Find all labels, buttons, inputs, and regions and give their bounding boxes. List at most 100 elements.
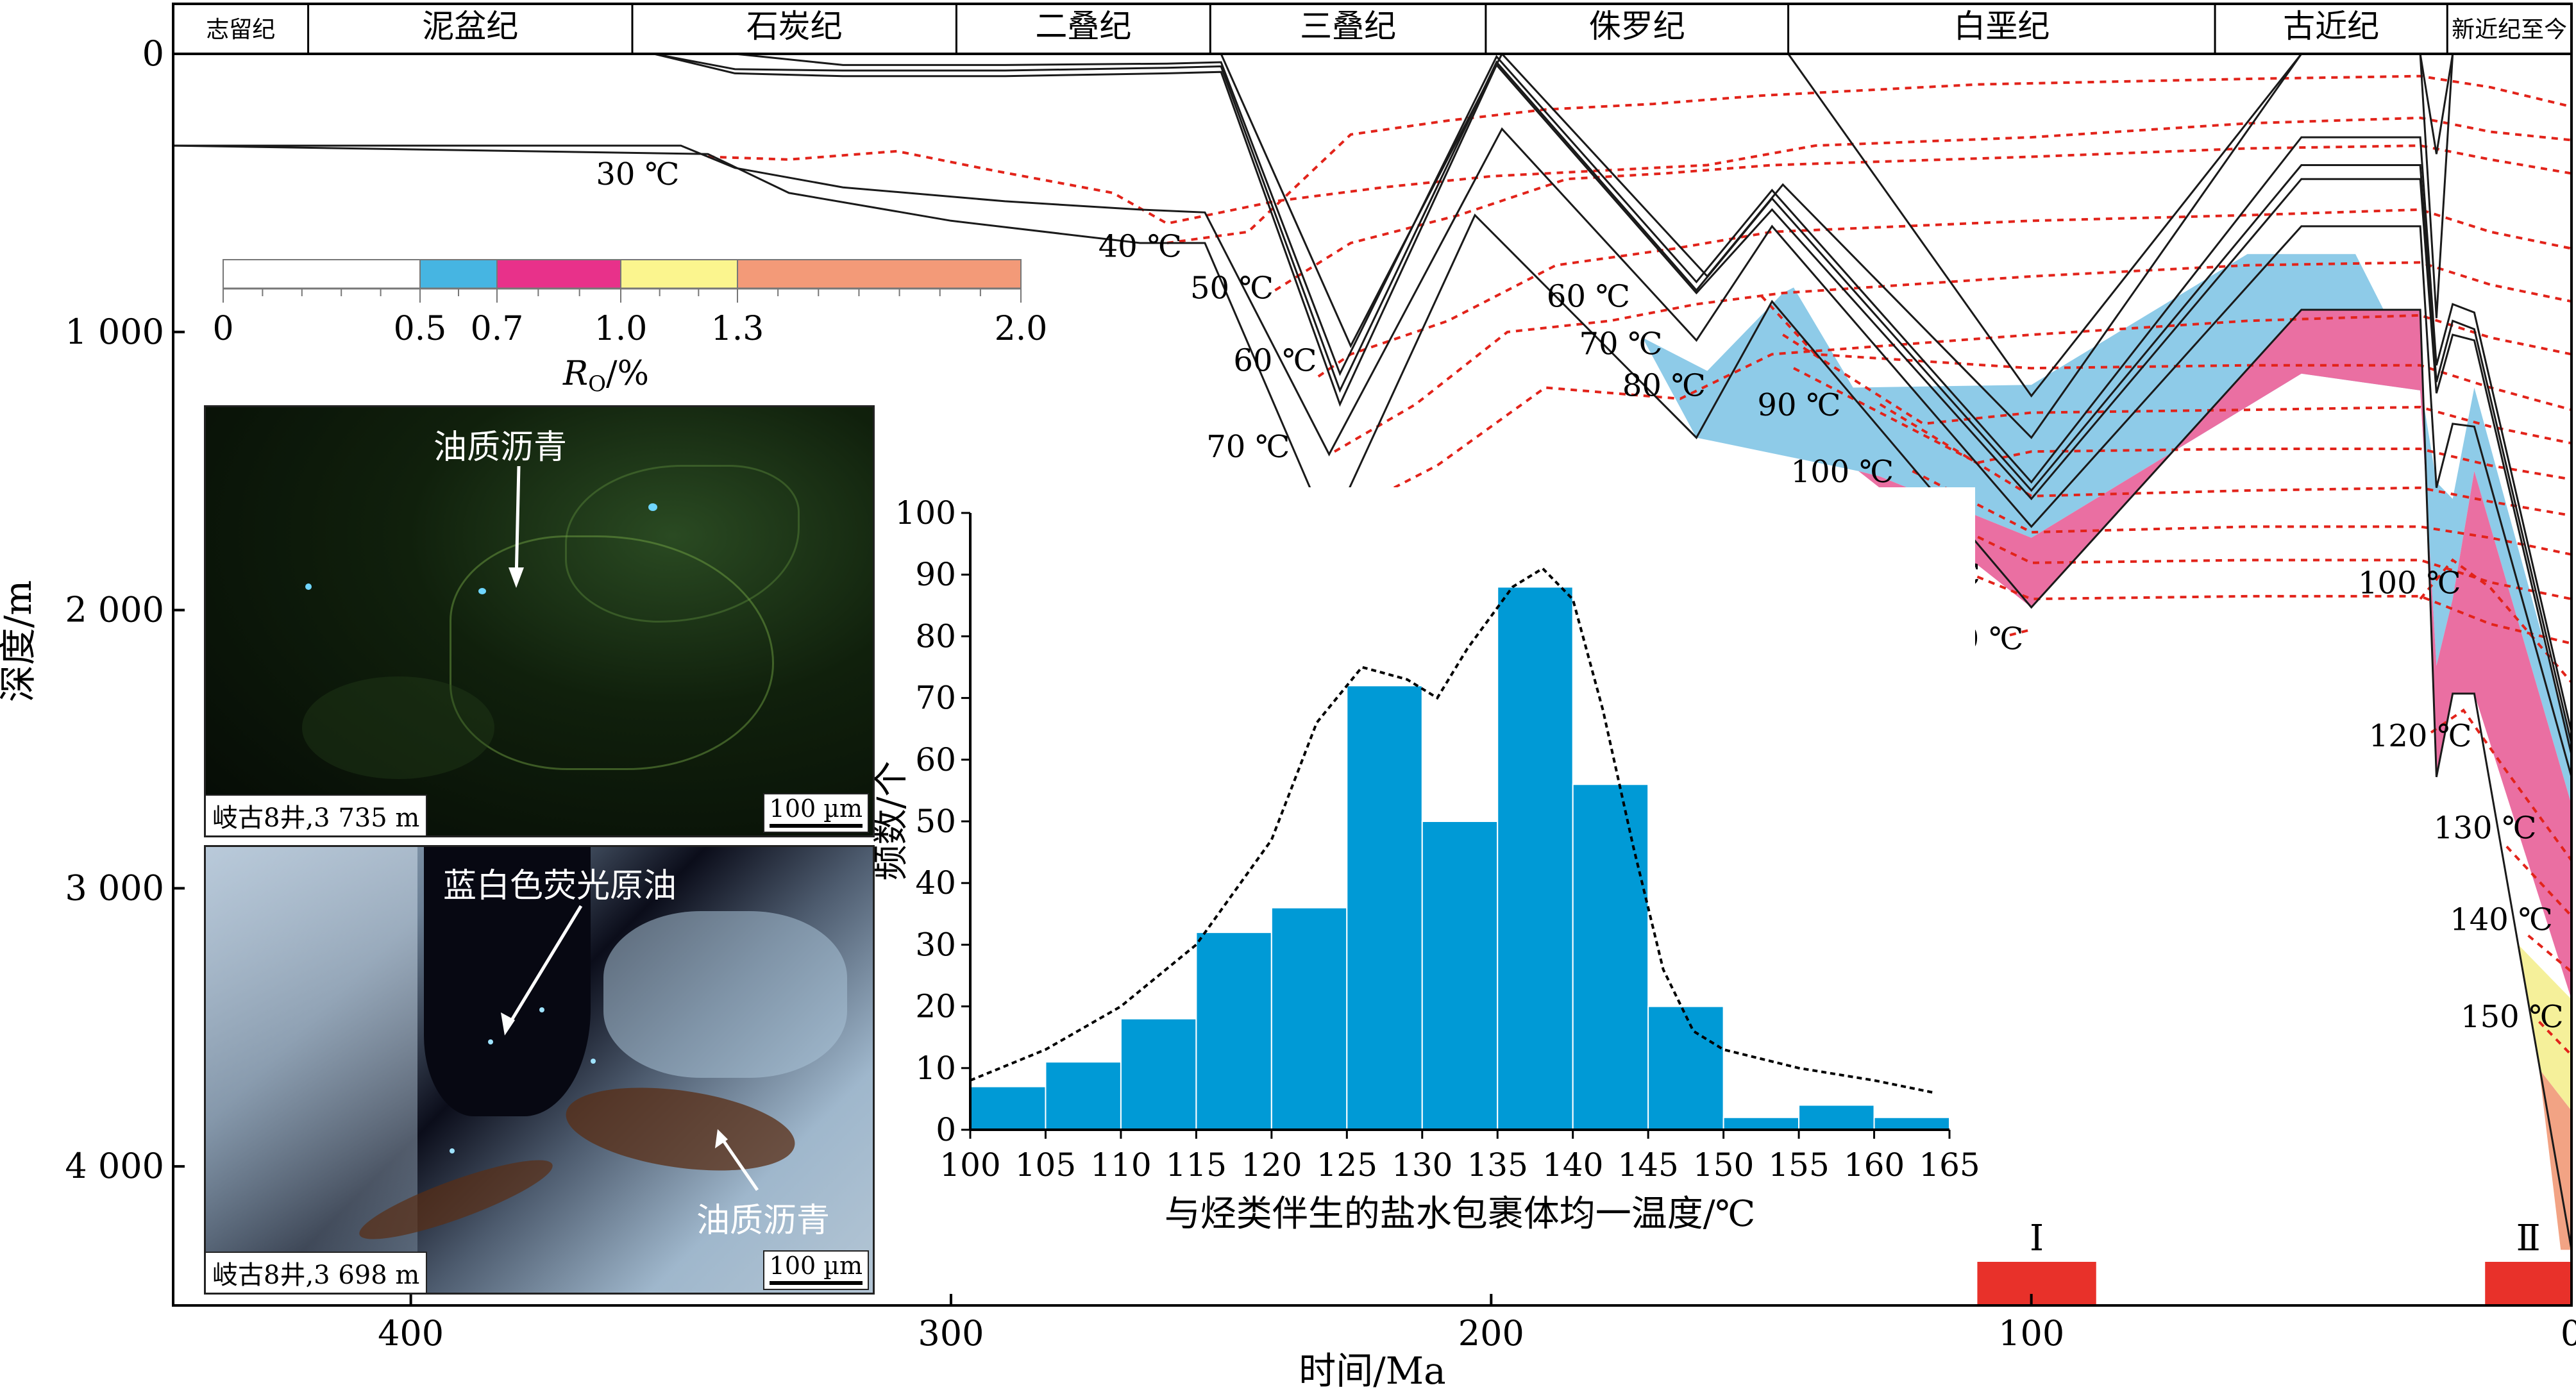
y-tick-label: 4 000 [65, 1146, 164, 1186]
histogram-bar-12 [1873, 1116, 1951, 1131]
isotherm-label: 90 ℃ [1757, 387, 1840, 423]
histogram-y-tick: 40 [915, 864, 956, 901]
burial-curve-0 [173, 144, 2573, 1250]
event-label: Ⅱ [2516, 1218, 2541, 1259]
isotherm-14 [2419, 558, 2573, 683]
histogram-bar-4 [1270, 907, 1348, 1131]
y-tick-label: 2 000 [65, 590, 164, 630]
isotherm-4 [1333, 261, 2572, 453]
ro-tick-label: 0 [212, 310, 233, 348]
isotherm-17 [2527, 934, 2573, 973]
isotherm-label: 120 ℃ [2369, 718, 2472, 754]
period-label: 三叠纪 [1300, 8, 1396, 45]
x-tick-label: 100 [1998, 1313, 2064, 1354]
event-label: Ⅰ [2030, 1218, 2044, 1259]
isotherm-16 [2505, 845, 2573, 918]
ro-segment-2 [496, 259, 621, 289]
ro-tick-label: 0.5 [394, 310, 447, 348]
histogram-x-label: 与烃类伴生的盐水包裹体均一温度/℃ [1165, 1193, 1756, 1235]
histogram-x-tick: 115 [1166, 1146, 1227, 1184]
histogram-bar-7 [1497, 586, 1574, 1130]
isotherm-6 [1760, 295, 2572, 412]
x-axis-label: 时间/Ma [1299, 1349, 1446, 1392]
histogram-x-tick: 100 [939, 1146, 1000, 1184]
isotherm-label: 50 ℃ [1190, 271, 1274, 306]
histogram-x-tick: 145 [1617, 1146, 1678, 1184]
histogram-y-tick: 10 [915, 1050, 956, 1087]
histogram-bar-8 [1572, 784, 1649, 1130]
isotherm-labels: 30 ℃40 ℃50 ℃60 ℃70 ℃80 ℃60 ℃70 ℃80 ℃90 ℃… [596, 156, 2563, 1035]
isotherm-1 [1166, 74, 2572, 244]
period-header: 志留纪 泥盆纪 石炭纪 二叠纪 三叠纪 侏罗纪 白垩纪 古近纪 新近纪至今 [172, 4, 2572, 55]
isotherm-label: 30 ℃ [596, 156, 679, 192]
burial-curves [173, 54, 2573, 1250]
isotherm-8 [1793, 367, 2572, 481]
isotherm-label: 40 ℃ [1099, 229, 1182, 265]
histogram-x-tick: 160 [1844, 1146, 1905, 1184]
photo-upper: 油质沥青 岐古8井,3 735 m 100 µm [204, 405, 875, 837]
period-label: 石炭纪 [746, 8, 843, 45]
isotherm-9 [1879, 403, 2572, 517]
y-tick-label: 3 000 [65, 868, 164, 908]
x-tick-label: 0 [2561, 1313, 2576, 1354]
x-tick-label: 300 [918, 1313, 984, 1354]
burial-curve-5 [832, 54, 2572, 439]
plot-frame [172, 3, 2573, 1307]
arrow-icon [501, 905, 759, 1191]
photo-lower-well: 岐古8井,3 698 m [206, 1252, 428, 1293]
burial-curve-6 [1787, 54, 2572, 398]
y-tick-label: 1 000 [65, 312, 164, 352]
ro-tick-label: 1.3 [711, 310, 764, 348]
histogram-y-tick: 20 [915, 988, 956, 1025]
isotherm-12 [1976, 575, 2572, 645]
isotherm-18 [2538, 1021, 2573, 1056]
histogram-bar-3 [1195, 932, 1272, 1131]
histogram-x-tick: 110 [1090, 1146, 1151, 1184]
period-label: 侏罗纪 [1589, 8, 1685, 45]
histogram-bar-10 [1722, 1116, 1800, 1131]
isotherm-15 [2430, 708, 2573, 862]
histogram-x-tick: 140 [1542, 1146, 1603, 1184]
isotherm-label: 70 ℃ [1579, 326, 1662, 362]
isotherm-label: 60 ℃ [1233, 343, 1317, 379]
histogram-x-tick: 120 [1241, 1146, 1302, 1184]
y-tick-label: 0 [142, 33, 164, 74]
isotherm-10 [1912, 469, 2572, 556]
histogram-x-tick: 135 [1467, 1146, 1528, 1184]
ro-segment-0 [223, 259, 421, 289]
isotherm-label: 60 ℃ [1547, 279, 1630, 315]
isotherm-label: 100 ℃ [1791, 454, 1894, 490]
isotherm-label: 130 ℃ [2434, 810, 2537, 846]
isotherm-label: 140 ℃ [2450, 901, 2553, 937]
histogram-bar-0 [970, 1086, 1047, 1131]
isotherm-label: 100 ℃ [2358, 566, 2461, 601]
histogram-y-tick: 60 [915, 741, 956, 778]
y-axis-label: 深度/m [0, 580, 40, 703]
histogram-y-label: 频数/个 [870, 761, 912, 881]
ro-tick-label: 2.0 [995, 310, 1048, 348]
histogram-x-tick: 165 [1919, 1146, 1980, 1184]
period-label: 二叠纪 [1035, 8, 1131, 45]
photo-lower: 蓝白色荧光原油 油质沥青 岐古8井,3 698 m 100 µm [204, 845, 875, 1295]
period-label: 志留纪 [206, 17, 275, 43]
photo-upper-scale: 100 µm [762, 793, 869, 833]
burial-curve-2 [653, 54, 2573, 755]
histogram-y-tick: 50 [915, 803, 956, 840]
histogram-bar-5 [1346, 685, 1423, 1130]
histogram-y-tick: 80 [915, 617, 956, 655]
burial-curve-1 [173, 127, 2573, 778]
isotherm-7 [1782, 333, 2572, 445]
ro-segment-3 [620, 259, 738, 289]
event-bar-1 [2485, 1262, 2572, 1305]
histogram-x-tick: 125 [1317, 1146, 1377, 1184]
histogram-bar-2 [1120, 1018, 1197, 1130]
histogram-y-tick: 100 [895, 494, 956, 532]
histogram-bar-1 [1045, 1061, 1122, 1131]
ro-tick-label: 1.0 [594, 310, 648, 348]
ro-scale-label: RO/% [562, 355, 649, 397]
ro-tick-label: 0.7 [471, 310, 524, 348]
period-label: 泥盆纪 [422, 8, 518, 45]
photo-lower-scale: 100 µm [762, 1250, 869, 1290]
photo-upper-well: 岐古8井,3 735 m [206, 794, 428, 835]
